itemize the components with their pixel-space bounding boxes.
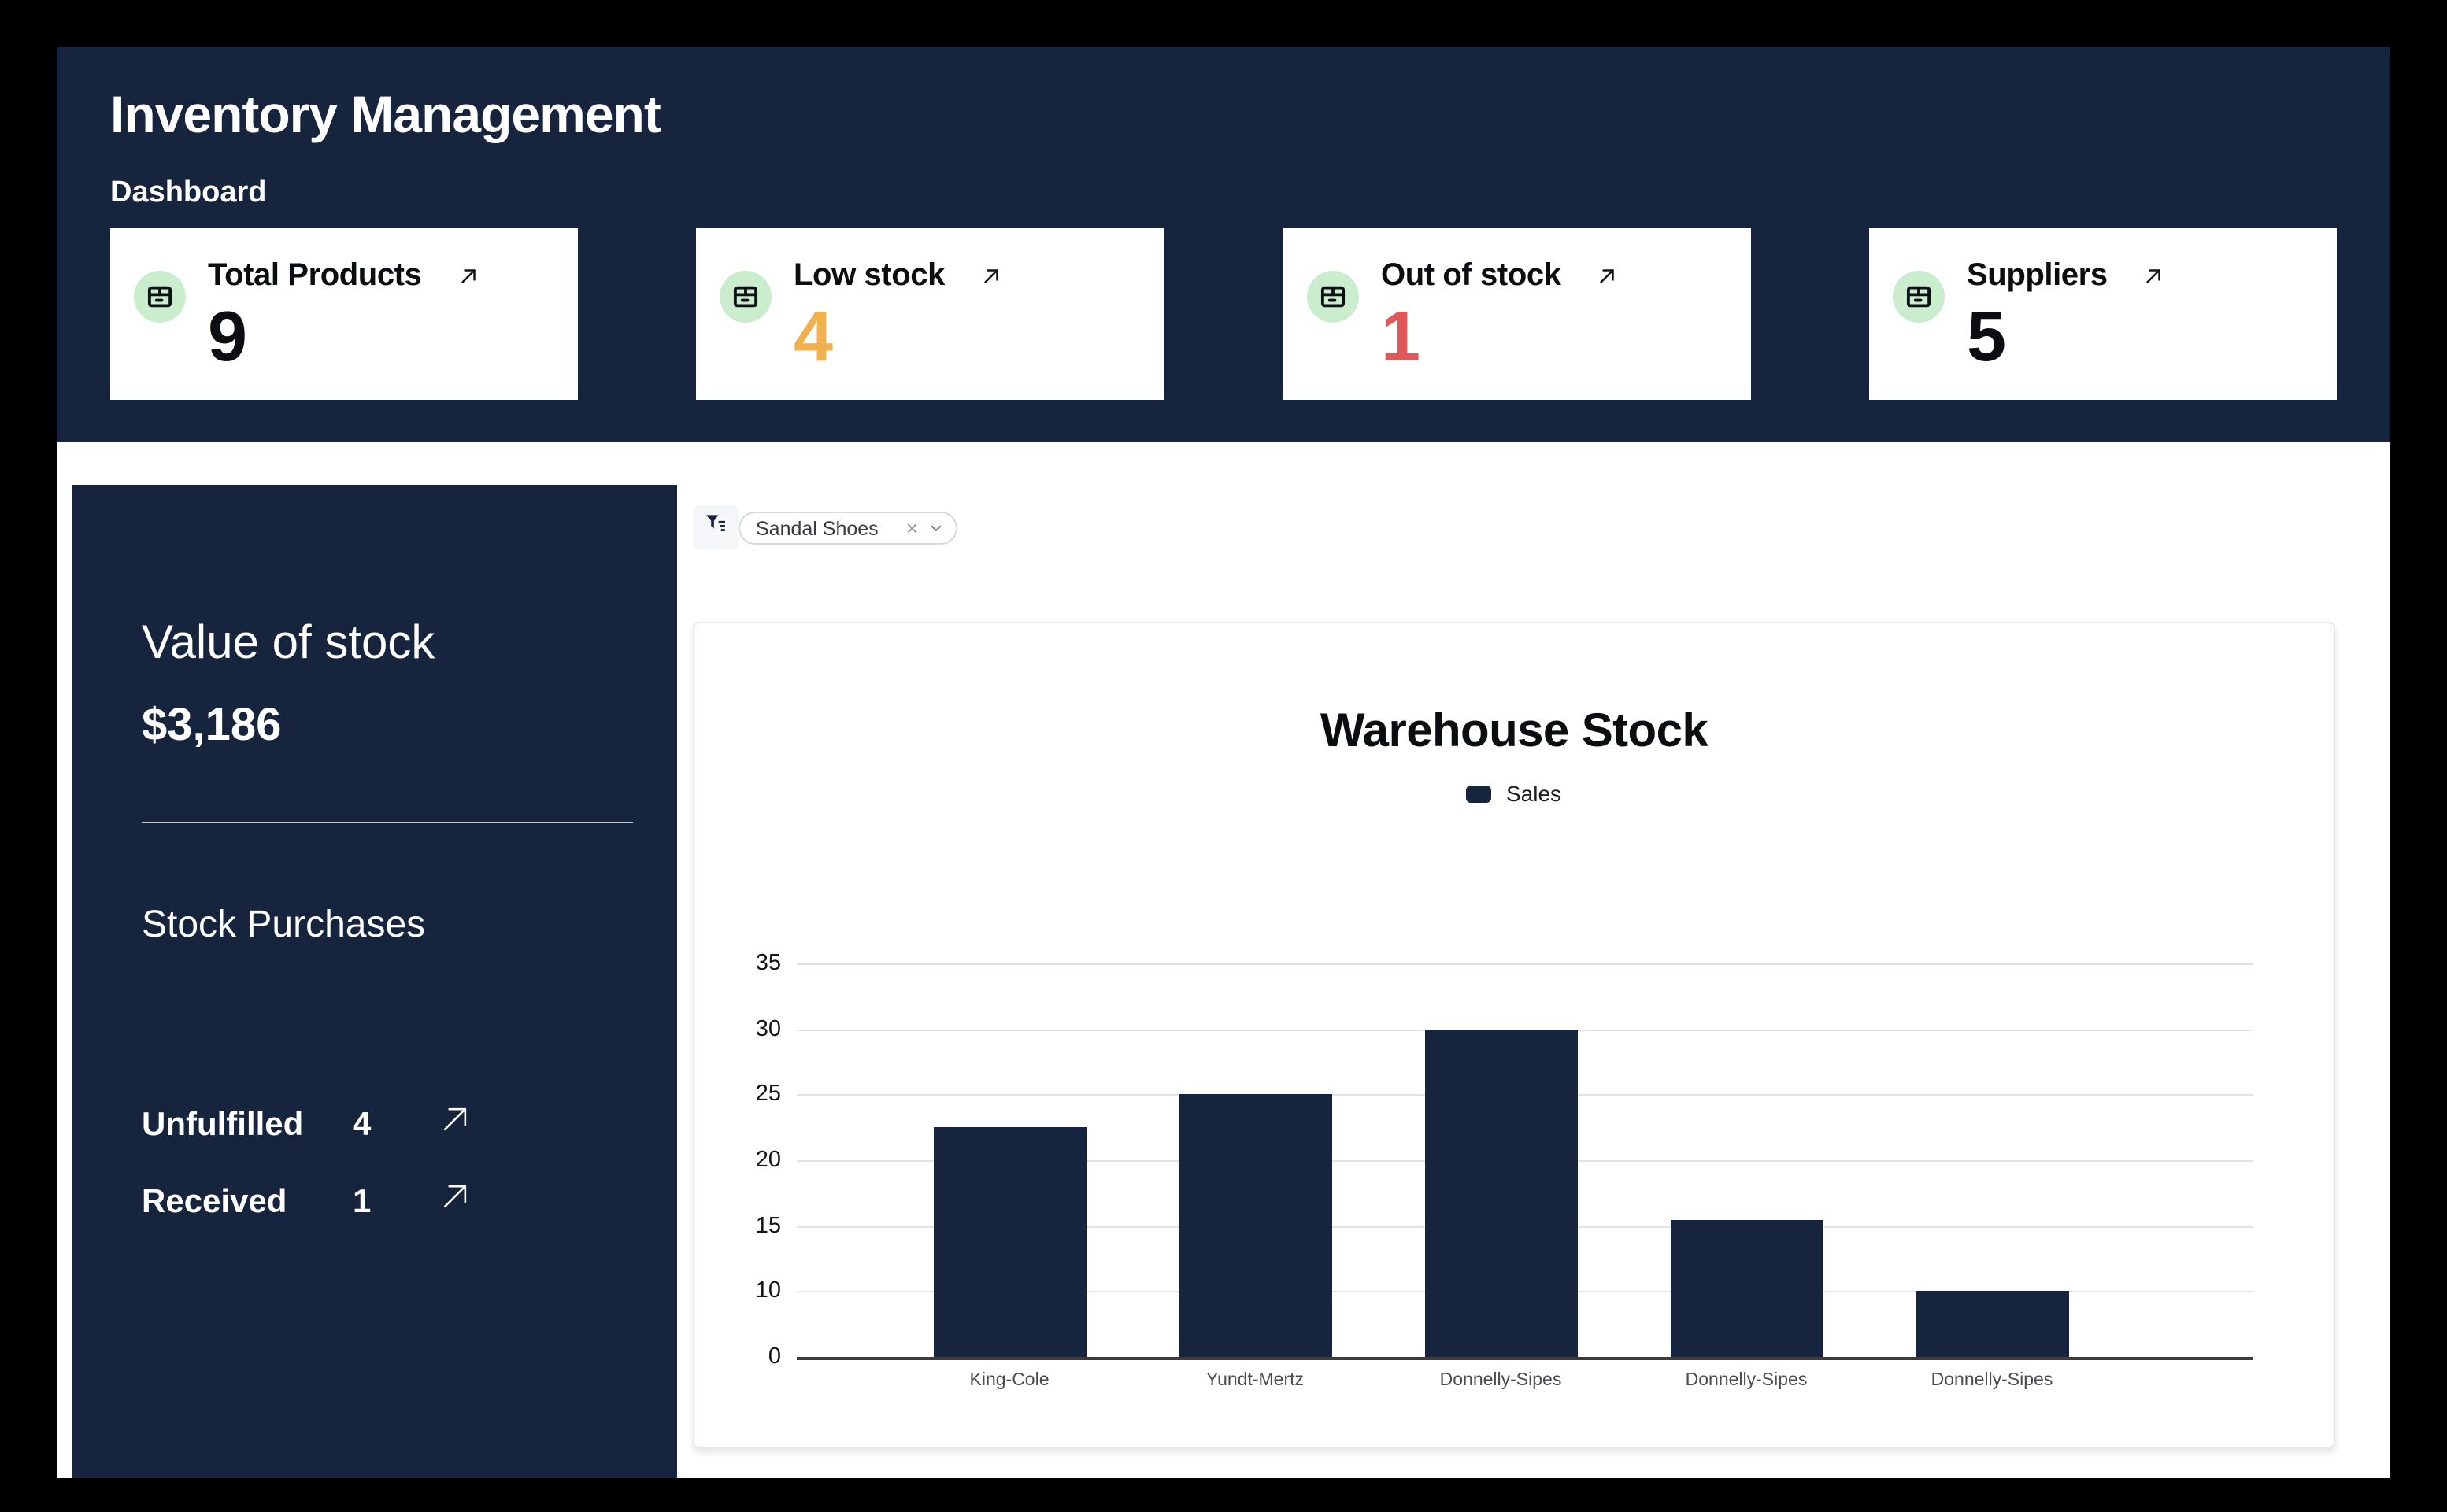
chart-title: Warehouse Stock [1320,705,1708,757]
x-tick-label: Donnelly-Sipes [1931,1371,2053,1390]
value-of-stock-label: Value of stock [142,617,435,669]
chevron-down-icon[interactable] [929,521,943,535]
y-tick-label: 0 [768,1344,781,1370]
row-label: Received [142,1184,287,1220]
stat-card-out-of-stock[interactable]: Out of stock 1 [1283,228,1751,400]
arrow-up-right-icon[interactable] [2142,264,2166,288]
chart-legend[interactable]: Sales [694,781,2334,806]
stat-value: 9 [208,296,248,376]
plot-area: 35 30 25 20 15 10 0 King-Cole Yundt-Mertz Donnell… [756,951,2253,1390]
unfulfilled-row[interactable]: Unfulfilled 4 [142,1107,583,1148]
filter-chip-label: Sandal Shoes [756,517,879,539]
page-title: Inventory Management [110,85,661,143]
main-content: Value of stock $3,186 Stock Purchases Un… [57,442,2390,1477]
y-tick-label: 20 [755,1148,781,1173]
stat-value: 4 [794,296,834,376]
x-tick-label: Donnelly-Sipes [1439,1371,1562,1390]
y-tick-label: 15 [755,1213,781,1239]
stat-value: 1 [1381,296,1421,376]
stat-card-low-stock[interactable]: Low stock 4 [696,228,1164,400]
bar-donnelly-sipes-2[interactable] [1424,1029,1577,1357]
stat-value: 5 [1967,296,2007,376]
y-tick-label: 25 [755,1081,781,1107]
legend-swatch [1466,785,1492,802]
y-tick-label: 10 [755,1278,781,1304]
stat-card-suppliers[interactable]: Suppliers 5 [1869,228,2337,400]
gridline [797,963,2253,965]
box-icon [1307,271,1359,323]
row-value: 4 [353,1107,372,1143]
stock-summary-sidebar: Value of stock $3,186 Stock Purchases Un… [72,485,677,1477]
bar-king-cole-0[interactable] [933,1127,1086,1357]
box-icon [720,271,772,323]
page-subtitle: Dashboard [110,176,267,209]
stat-label: Out of stock [1381,258,1561,293]
filter-button[interactable] [693,505,739,549]
arrow-up-right-icon[interactable] [438,1102,472,1137]
x-axis-line [797,1357,2253,1360]
arrow-up-right-icon[interactable] [1596,264,1620,288]
arrow-up-right-icon[interactable] [438,1179,472,1214]
x-tick-label: King-Cole [969,1371,1050,1390]
row-label: Unfulfilled [142,1107,304,1143]
warehouse-stock-chart-card: Warehouse Stock Sales 35 30 25 20 15 10 0 King-… [693,622,2335,1448]
stat-label: Suppliers [1967,258,2108,293]
x-tick-label: Donnelly-Sipes [1685,1371,1808,1390]
stat-label: Low stock [794,258,945,293]
bar-yundt-mertz-1[interactable] [1179,1094,1331,1357]
stat-card-total-products[interactable]: Total Products 9 [110,228,578,400]
divider [142,822,633,823]
arrow-up-right-icon[interactable] [979,264,1003,288]
filter-chip-sandal-shoes[interactable]: Sandal Shoes × [739,512,957,545]
bar-donnelly-sipes-3[interactable] [1670,1219,1823,1357]
box-icon [1893,271,1945,323]
box-icon [134,271,186,323]
y-tick-label: 35 [755,951,781,976]
received-row[interactable]: Received 1 [142,1184,583,1225]
close-icon[interactable]: × [905,516,918,540]
header-panel: Inventory Management Dashboard Total Pro… [57,47,2390,442]
y-tick-label: 30 [755,1016,781,1042]
x-tick-label: Yundt-Mertz [1206,1371,1304,1390]
arrow-up-right-icon[interactable] [456,264,479,288]
bar-donnelly-sipes-4[interactable] [1916,1291,2068,1357]
value-of-stock-amount: $3,186 [142,701,282,751]
row-value: 1 [353,1184,372,1220]
stock-purchases-heading: Stock Purchases [142,904,426,946]
stat-label: Total Products [208,258,422,293]
legend-label: Sales [1505,781,1562,806]
filter-funnel-icon [702,510,729,545]
